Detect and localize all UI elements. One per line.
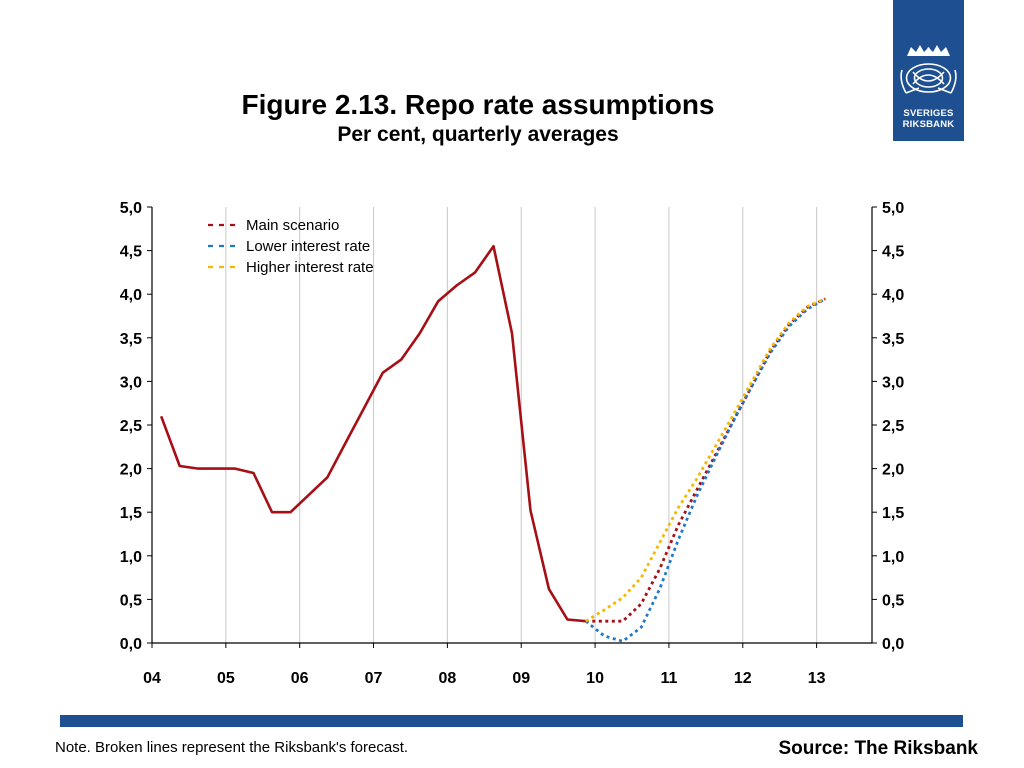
y-tick-label-left: 5,0 bbox=[120, 200, 142, 217]
x-tick-label: 10 bbox=[586, 670, 604, 687]
footer-bar bbox=[60, 715, 963, 727]
x-tick-label: 08 bbox=[438, 670, 456, 687]
x-tick-label: 13 bbox=[808, 670, 826, 687]
y-tick-label-right: 2,5 bbox=[882, 418, 904, 435]
legend-label-main: Main scenario bbox=[246, 217, 339, 234]
x-tick-label: 04 bbox=[143, 670, 161, 687]
y-tick-label-right: 3,0 bbox=[882, 374, 904, 391]
x-tick-label: 05 bbox=[217, 670, 235, 687]
y-tick-label-right: 2,0 bbox=[882, 462, 904, 479]
y-tick-label-left: 0,5 bbox=[120, 592, 142, 609]
y-tick-label-left: 2,0 bbox=[120, 462, 142, 479]
repo-rate-chart: 0,0 0,0 0,5 0,5 1,0 1,0 1,5 1,5 2,0 2,0 2,5 2,5 3,0 3… bbox=[0, 0, 1024, 715]
y-tick-label-left: 2,5 bbox=[120, 418, 142, 435]
x-tick-label: 09 bbox=[512, 670, 530, 687]
x-tick-label: 12 bbox=[734, 670, 752, 687]
y-tick-label-left: 0,0 bbox=[120, 636, 142, 653]
y-tick-label-left: 3,5 bbox=[120, 331, 142, 348]
footer-note: Note. Broken lines represent the Riksban… bbox=[55, 739, 408, 756]
footer-source: Source: The Riksbank bbox=[778, 738, 978, 760]
x-tick-label: 11 bbox=[660, 670, 677, 687]
y-tick-label-left: 4,5 bbox=[120, 244, 142, 261]
y-tick-label-right: 4,5 bbox=[882, 244, 904, 261]
y-tick-label-right: 0,0 bbox=[882, 636, 904, 653]
y-tick-label-right: 0,5 bbox=[882, 592, 904, 609]
y-tick-label-left: 4,0 bbox=[120, 287, 142, 304]
series-line-lower-dotted bbox=[586, 299, 826, 642]
y-tick-label-left: 1,0 bbox=[120, 549, 142, 566]
y-tick-label-left: 1,5 bbox=[120, 505, 142, 522]
y-tick-label-right: 1,0 bbox=[882, 549, 904, 566]
series-line-main-dotted bbox=[586, 299, 826, 622]
legend-label-lower: Lower interest rate bbox=[246, 238, 370, 255]
y-tick-label-right: 4,0 bbox=[882, 287, 904, 304]
series-line-higher-dotted bbox=[586, 299, 826, 622]
y-tick-label-left: 3,0 bbox=[120, 374, 142, 391]
legend-label-higher: Higher interest rate bbox=[246, 259, 374, 276]
y-tick-label-right: 5,0 bbox=[882, 200, 904, 217]
y-tick-label-right: 3,5 bbox=[882, 331, 904, 348]
x-tick-label: 07 bbox=[365, 670, 383, 687]
y-tick-label-right: 1,5 bbox=[882, 505, 904, 522]
x-tick-label: 06 bbox=[291, 670, 309, 687]
